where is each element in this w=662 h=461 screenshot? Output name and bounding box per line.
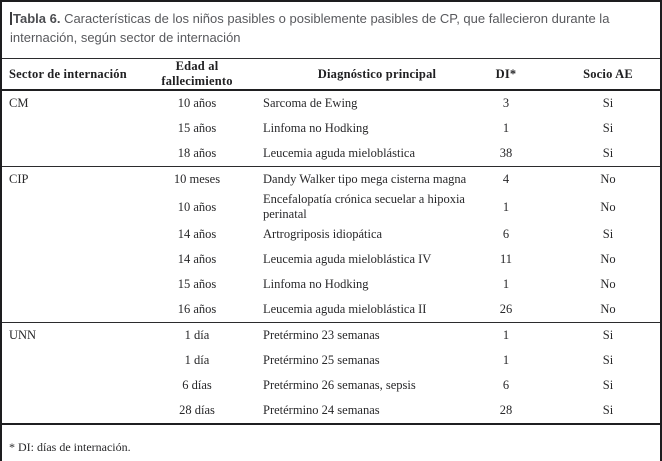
edad-cell: 15 años	[177, 121, 217, 135]
sector-cell	[2, 348, 140, 373]
socio-cell: No	[600, 277, 616, 291]
table-row: 14 años Leucemia aguda mieloblástica IV 11…	[2, 247, 660, 272]
sector-cell: CIP	[9, 172, 29, 186]
diagnostico-cell: Pretérmino 23 semanas	[263, 328, 380, 342]
edad-cell: 16 años	[140, 297, 254, 323]
di-cell: 38	[480, 141, 532, 167]
socio-cell: Si	[602, 353, 614, 367]
di-cell: 6	[502, 227, 510, 241]
diagnostico-cell: Pretérmino 24 semanas	[263, 403, 380, 417]
table-caption-text: Características de los niños pasibles o …	[10, 11, 610, 45]
table-row: UNN 1 día Pretérmino 23 semanas 1 Si	[2, 323, 660, 349]
di-cell: 1	[502, 277, 510, 291]
column-header: Socio AE	[532, 59, 660, 91]
table-row: 6 días Pretérmino 26 semanas, sepsis 6 Si	[2, 373, 660, 398]
sector-cell	[2, 116, 140, 141]
sector-cell	[2, 272, 140, 297]
socio-cell: Si	[602, 121, 614, 135]
footnote: * DI: días de internación.	[2, 423, 660, 461]
sector-cell	[2, 398, 140, 423]
edad-cell: 10 años	[177, 96, 217, 110]
edad-cell: 14 años	[177, 252, 217, 266]
sector-cell	[2, 247, 140, 272]
sector-cell	[2, 373, 140, 398]
edad-cell: 18 años	[140, 141, 254, 167]
table-header-row: Sector de internación Edad al fallecimien…	[2, 59, 660, 91]
sector-cell	[2, 141, 140, 167]
socio-cell: Si	[602, 403, 614, 417]
diagnostico-cell: Leucemia aguda mieloblástica IV	[263, 252, 432, 266]
di-cell: 11	[499, 252, 513, 266]
table-row: 15 años Linfoma no Hodking 1 No	[2, 272, 660, 297]
socio-cell: Si	[602, 96, 614, 110]
table-row: 1 día Pretérmino 25 semanas 1 Si	[2, 348, 660, 373]
edad-cell: 1 día	[184, 353, 210, 367]
sector-cell	[2, 222, 140, 247]
edad-cell: 28 días	[179, 403, 215, 417]
diagnostico-cell: Linfoma no Hodking	[263, 277, 369, 291]
socio-cell: Si	[602, 328, 614, 342]
diagnostico-cell: Pretérmino 25 semanas	[263, 353, 380, 367]
di-cell: 6	[502, 378, 510, 392]
socio-cell: No	[600, 172, 616, 186]
di-cell: 4	[502, 172, 510, 186]
sector-cell	[2, 297, 140, 323]
di-cell: 1	[502, 121, 510, 135]
diagnostico-cell: Pretérmino 26 semanas, sepsis	[263, 378, 416, 392]
sector-cell: UNN	[9, 328, 37, 342]
data-table: Sector de internación Edad al fallecimien…	[2, 59, 660, 423]
diagnostico-cell: Leucemia aguda mieloblástica II	[254, 297, 480, 323]
socio-cell: Si	[602, 227, 614, 241]
edad-cell: 14 años	[177, 227, 217, 241]
diagnostico-cell: Encefalopatía crónica secuelar a hipoxia…	[263, 192, 465, 221]
table-body: CM 10 años Sarcoma de Ewing 3 Si 15 años Linfo…	[2, 90, 660, 423]
diagnostico-cell: Leucemia aguda mieloblástica	[254, 141, 480, 167]
text-cursor	[10, 12, 12, 25]
table-row: 18 años Leucemia aguda mieloblástica 38 Si	[2, 141, 660, 167]
socio-cell: No	[600, 252, 616, 266]
edad-cell: 1 día	[184, 328, 210, 342]
di-cell: 26	[480, 297, 532, 323]
di-cell: 28	[499, 403, 513, 417]
table-caption: Tabla 6. Características de los niños pa…	[2, 2, 660, 59]
column-header: Diagnóstico principal	[254, 59, 480, 91]
di-cell: 3	[502, 96, 510, 110]
table-caption-label: Tabla 6.	[13, 11, 61, 26]
edad-cell: 10 años	[177, 199, 217, 214]
table-row: 10 años Encefalopatía crónica secuelar a …	[2, 192, 660, 222]
di-cell: 1	[502, 353, 510, 367]
socio-cell: No	[600, 199, 616, 214]
socio-cell: Si	[532, 141, 660, 167]
diagnostico-cell: Linfoma no Hodking	[263, 121, 369, 135]
diagnostico-cell: Sarcoma de Ewing	[263, 96, 358, 110]
socio-cell: Si	[602, 378, 614, 392]
column-header: Sector de internación	[2, 59, 140, 91]
diagnostico-cell: Artrogriposis idiopática	[263, 227, 383, 241]
edad-cell: 10 meses	[173, 172, 221, 186]
table-row: 16 años Leucemia aguda mieloblástica II 26…	[2, 297, 660, 323]
table-row: 28 días Pretérmino 24 semanas 28 Si	[2, 398, 660, 423]
socio-cell: No	[532, 297, 660, 323]
table-row: 14 años Artrogriposis idiopática 6 Si	[2, 222, 660, 247]
sector-cell: CM	[9, 96, 29, 110]
column-header: DI*	[480, 59, 532, 91]
sector-cell	[2, 192, 140, 222]
di-cell: 1	[502, 328, 510, 342]
table-row: 15 años Linfoma no Hodking 1 Si	[2, 116, 660, 141]
table-row: CIP 10 meses Dandy Walker tipo mega cister…	[2, 167, 660, 193]
diagnostico-cell: Dandy Walker tipo mega cisterna magna	[263, 172, 467, 186]
table-row: CM 10 años Sarcoma de Ewing 3 Si	[2, 90, 660, 116]
edad-cell: 15 años	[177, 277, 217, 291]
di-cell: 1	[502, 199, 510, 214]
column-header: Edad al fallecimiento	[140, 59, 254, 91]
edad-cell: 6 días	[182, 378, 212, 392]
